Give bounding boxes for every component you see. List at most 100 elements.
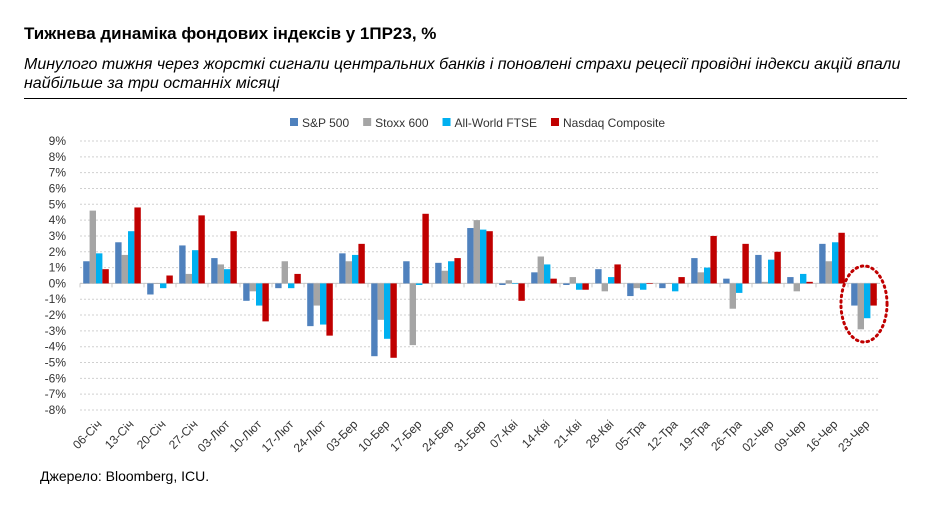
bar-stoxx-600: [825, 261, 832, 284]
bar-s-p-500: [307, 283, 314, 327]
source-note: Джерело: Bloomberg, ICU.: [40, 468, 210, 484]
bar-nasdaq-composite: [550, 278, 557, 284]
legend-label: S&P 500: [302, 116, 349, 130]
x-tick-label: 10-Лют: [227, 417, 265, 455]
x-tick-label: 14-Кві: [519, 417, 552, 450]
y-tick-label: -8%: [45, 403, 67, 417]
bar-s-p-500: [275, 283, 282, 289]
bar-stoxx-600: [409, 283, 416, 346]
x-tick-label: 06-Січ: [70, 417, 105, 452]
y-tick-label: -1%: [45, 292, 67, 306]
bar-s-p-500: [467, 228, 474, 284]
bar-stoxx-600: [537, 256, 544, 284]
bar-nasdaq-composite: [294, 273, 301, 284]
x-tick-label: 17-Лют: [259, 417, 297, 455]
bar-all-world-ftse: [704, 267, 711, 284]
bar-s-p-500: [723, 278, 730, 284]
bar-nasdaq-composite: [806, 281, 813, 284]
legend-label: All-World FTSE: [455, 116, 537, 130]
bar-nasdaq-composite: [742, 243, 749, 284]
bar-s-p-500: [659, 283, 666, 289]
bar-nasdaq-composite: [390, 283, 397, 358]
bar-stoxx-600: [473, 220, 480, 284]
bar-all-world-ftse: [672, 283, 679, 292]
y-tick-label: 4%: [49, 213, 67, 227]
x-tick-label: 23-Чер: [835, 417, 872, 454]
bar-s-p-500: [179, 245, 186, 284]
bar-stoxx-600: [569, 277, 576, 284]
legend-swatch: [363, 118, 372, 126]
bar-nasdaq-composite: [678, 277, 685, 284]
x-tick-label: 26-Тра: [708, 417, 745, 454]
x-tick-label: 21-Кві: [551, 417, 584, 450]
bar-s-p-500: [627, 283, 634, 297]
bar-nasdaq-composite: [774, 251, 781, 284]
bar-s-p-500: [339, 253, 346, 284]
bar-s-p-500: [755, 254, 762, 284]
bar-s-p-500: [563, 283, 570, 285]
bar-nasdaq-composite: [326, 283, 333, 336]
bar-s-p-500: [211, 258, 218, 284]
bar-all-world-ftse: [512, 283, 519, 285]
x-tick-label: 05-Тра: [612, 417, 649, 454]
bar-stoxx-600: [185, 273, 192, 284]
bar-all-world-ftse: [256, 283, 263, 306]
bar-nasdaq-composite: [870, 283, 877, 306]
y-tick-label: 7%: [49, 166, 67, 180]
bar-all-world-ftse: [352, 254, 359, 284]
highlight-ellipse: [839, 264, 889, 344]
bar-stoxx-600: [505, 280, 512, 284]
bar-all-world-ftse: [864, 283, 871, 319]
x-tick-label: 16-Чер: [803, 417, 840, 454]
bar-stoxx-600: [217, 264, 224, 284]
y-tick-label: 2%: [49, 245, 67, 259]
y-tick-label: 3%: [49, 229, 67, 243]
bar-all-world-ftse: [192, 250, 199, 284]
bar-all-world-ftse: [832, 242, 839, 284]
legend-label: Stoxx 600: [375, 116, 429, 130]
x-tick-label: 12-Тра: [644, 417, 681, 454]
bar-nasdaq-composite: [646, 283, 653, 285]
x-tick-label: 07-Кві: [487, 417, 520, 450]
x-tick-label: 28-Кві: [583, 417, 616, 450]
bar-s-p-500: [83, 261, 90, 284]
bar-nasdaq-composite: [614, 264, 621, 284]
x-tick-label: 24-Лют: [291, 417, 329, 455]
bar-all-world-ftse: [544, 264, 551, 284]
bar-nasdaq-composite: [422, 213, 429, 284]
bar-s-p-500: [371, 283, 378, 357]
bar-stoxx-600: [121, 254, 128, 284]
bar-all-world-ftse: [800, 273, 807, 284]
bar-stoxx-600: [601, 283, 608, 292]
y-tick-label: -5%: [45, 356, 67, 370]
bar-stoxx-600: [153, 283, 160, 285]
bar-nasdaq-composite: [454, 258, 461, 284]
x-tick-label: 31-Бер: [451, 417, 488, 454]
legend-swatch: [550, 118, 559, 126]
bar-all-world-ftse: [416, 283, 423, 285]
bar-s-p-500: [691, 258, 698, 284]
bar-all-world-ftse: [768, 259, 775, 284]
y-tick-label: 0%: [49, 276, 67, 290]
bar-s-p-500: [531, 272, 538, 284]
bar-s-p-500: [115, 242, 122, 284]
bar-all-world-ftse: [288, 283, 295, 289]
bar-nasdaq-composite: [230, 231, 237, 284]
bar-stoxx-600: [761, 281, 768, 284]
bar-s-p-500: [851, 283, 858, 306]
divider: [24, 98, 907, 99]
bar-nasdaq-composite: [358, 243, 365, 284]
x-tick-label: 24-Бер: [419, 417, 456, 454]
bar-stoxx-600: [633, 283, 640, 289]
bar-s-p-500: [147, 283, 154, 295]
bar-nasdaq-composite: [486, 231, 493, 284]
bar-s-p-500: [243, 283, 250, 301]
bar-nasdaq-composite: [582, 283, 589, 290]
bar-all-world-ftse: [320, 283, 327, 325]
y-tick-label: -7%: [45, 387, 67, 401]
y-tick-label: 9%: [49, 134, 67, 148]
bar-stoxx-600: [345, 261, 352, 284]
y-tick-label: -2%: [45, 308, 67, 322]
bar-stoxx-600: [793, 283, 800, 292]
